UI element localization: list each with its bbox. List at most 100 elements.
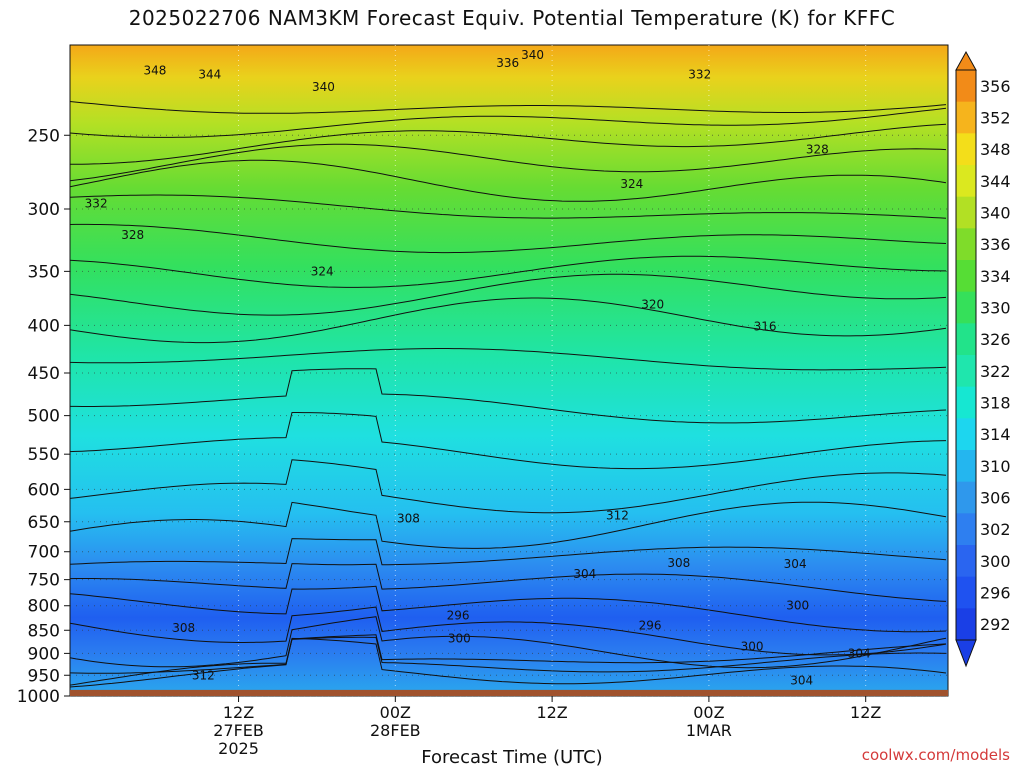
- contour-label: 304: [784, 557, 807, 571]
- contour-lines: [69, 101, 947, 688]
- contour-line: [69, 412, 947, 470]
- colorbar-label: 310: [980, 457, 1011, 476]
- x-tick-label: 00Z: [380, 703, 411, 722]
- contour-line: [69, 101, 947, 114]
- colorbar-swatch: [956, 545, 976, 578]
- contour-label: 296: [447, 609, 470, 623]
- contour-line: [69, 297, 947, 344]
- colorbar-label: 314: [980, 425, 1011, 444]
- colorbar-label: 300: [980, 552, 1011, 571]
- contour-line: [69, 255, 946, 288]
- colorbar-label: 336: [980, 235, 1011, 254]
- colorbar-label: 326: [980, 330, 1011, 349]
- colorbar-label: 306: [980, 489, 1011, 508]
- contour-line: [69, 616, 947, 669]
- contour-line: [69, 637, 947, 686]
- colorbar-label: 330: [980, 299, 1011, 318]
- contour-line: [69, 273, 947, 316]
- contour-label: 300: [448, 632, 471, 646]
- colorbar: 356 352 348 344 340 336 334 330 326 322 318 314 310 3…: [955, 50, 1011, 668]
- colorbar-label: 352: [980, 109, 1011, 128]
- contour-label: 328: [121, 228, 144, 242]
- colorbar-bottom-arrow: [955, 639, 977, 668]
- contour-label: 312: [606, 508, 629, 522]
- plot-field: [69, 44, 949, 697]
- contour-label: 320: [641, 298, 664, 312]
- contour-label: 300: [786, 599, 809, 613]
- colorbar-swatch: [956, 355, 976, 388]
- colorbar-swatch: [956, 608, 976, 641]
- ground-strip: [70, 689, 948, 696]
- contour-label: 300: [741, 640, 764, 654]
- y-tick-label: 300: [28, 200, 60, 220]
- colorbar-swatch: [956, 450, 976, 483]
- colorbar-swatch: [956, 101, 976, 134]
- contour-label: 340: [312, 80, 335, 94]
- contour-line: [69, 501, 947, 549]
- contour-label: 316: [754, 319, 777, 333]
- contour-line: [69, 223, 947, 254]
- y-tick-label: 550: [28, 445, 60, 465]
- y-tick-label: 850: [28, 621, 60, 641]
- contour-label: 324: [620, 177, 643, 191]
- colorbar-label: 296: [980, 584, 1011, 603]
- contour-line: [69, 459, 947, 514]
- colorbar-swatch: [956, 576, 976, 609]
- contour-line: [69, 634, 947, 674]
- y-tick-label: 250: [28, 126, 60, 146]
- y-tick-label: 600: [28, 480, 60, 500]
- y-tick-label: 700: [28, 543, 60, 563]
- contour-line: [69, 563, 947, 602]
- x-tick-label: 12Z: [850, 703, 881, 722]
- contour-line: [69, 538, 947, 566]
- contour-line: [69, 159, 947, 202]
- colorbar-label: 344: [980, 172, 1011, 191]
- colorbar-frame: [955, 69, 977, 641]
- contour-label: 308: [667, 556, 690, 570]
- contour-label: 332: [85, 197, 108, 211]
- y-tick-label: 500: [28, 407, 60, 427]
- colorbar-swatch: [956, 165, 976, 198]
- x-tick-label: 00Z: [693, 703, 724, 722]
- colorbar-swatch: [956, 228, 976, 261]
- credit-text: coolwx.com/models: [861, 746, 1010, 764]
- x-tick-label: 28FEB: [370, 721, 421, 740]
- y-tick-label: 950: [28, 666, 60, 686]
- colorbar-swatch: [956, 323, 976, 356]
- colorbar-swatch: [956, 386, 976, 419]
- contour-label: 312: [192, 668, 215, 682]
- colorbar-swatch: [956, 260, 976, 293]
- colorbar-swatch: [956, 196, 976, 229]
- y-tick-label: 1000: [17, 687, 60, 707]
- x-tick-label: 12Z: [536, 703, 567, 722]
- contour-label: 308: [172, 621, 195, 635]
- contour-line: [69, 143, 947, 182]
- contour-line: [69, 348, 947, 371]
- contour-label: 324: [311, 264, 334, 278]
- y-tick-label: 650: [28, 513, 60, 533]
- y-axis: 250 300 350 400 450 500 550 600 650 700 750 800 850 9…: [17, 126, 70, 707]
- chart-title: 2025022706 NAM3KM Forecast Equiv. Potent…: [128, 6, 896, 30]
- colorbar-swatch: [956, 291, 976, 324]
- colorbar-label: 322: [980, 362, 1011, 381]
- contour-label: 328: [806, 143, 829, 157]
- colorbar-label: 340: [980, 204, 1011, 223]
- contour-line: [69, 107, 947, 138]
- x-axis-label: Forecast Time (UTC): [421, 747, 603, 768]
- colorbar-label: 334: [980, 267, 1011, 286]
- contour-label: 336: [496, 56, 519, 70]
- ground-fill: [70, 689, 948, 696]
- x-tick-label: 27FEB: [213, 721, 264, 740]
- colorbar-label: 356: [980, 77, 1011, 96]
- contour-labels: 348 3443403403363323283243323283243203163…: [85, 48, 871, 687]
- contour-label: 304: [848, 646, 871, 660]
- contour-line: [70, 123, 947, 165]
- colorbar-swatch: [956, 481, 976, 514]
- colorbar-swatch: [956, 513, 976, 546]
- contour-label: 332: [688, 67, 711, 81]
- y-tick-label: 400: [28, 316, 60, 336]
- colorbar-label: 302: [980, 520, 1011, 539]
- contour-line: [70, 368, 947, 424]
- colorbar-top-arrow: [955, 50, 977, 71]
